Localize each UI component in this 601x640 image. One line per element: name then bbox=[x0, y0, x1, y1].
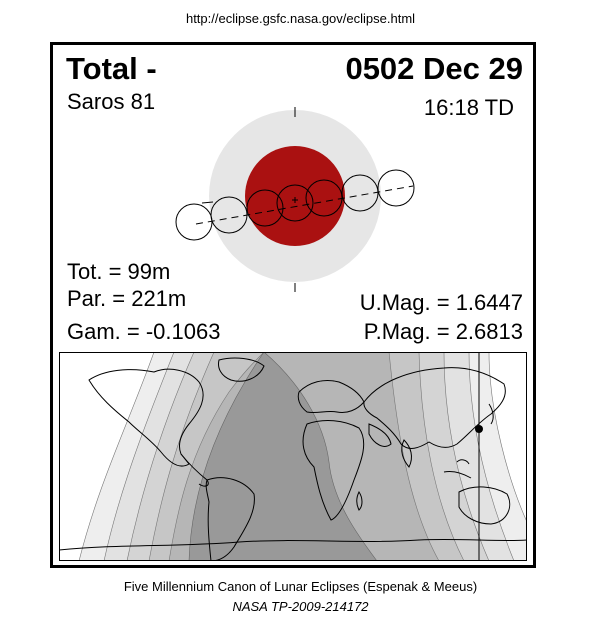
moon-position bbox=[305, 179, 343, 217]
eclipse-type: Total - bbox=[66, 51, 157, 86]
coastline-south-america bbox=[205, 477, 255, 561]
source-url[interactable]: http://eclipse.gsfc.nasa.gov/eclipse.htm… bbox=[185, 11, 416, 26]
moon-position bbox=[210, 196, 248, 234]
visibility-map bbox=[59, 352, 527, 561]
map-border bbox=[59, 352, 527, 561]
moon-position bbox=[377, 169, 415, 207]
partial-duration: Par. = 221m bbox=[67, 286, 187, 311]
totality-visibility-region bbox=[188, 352, 378, 561]
eclipse-date: 0502 Dec 29 bbox=[345, 51, 523, 86]
moon-position bbox=[175, 203, 213, 241]
coastline-greenland bbox=[218, 357, 265, 382]
eclipse-panel-frame bbox=[50, 42, 536, 568]
coastline-arabia bbox=[368, 423, 392, 447]
umbral-shadow bbox=[245, 146, 345, 246]
moon-position bbox=[276, 184, 314, 222]
penumbral-magnitude: P.Mag. = 2.6813 bbox=[363, 319, 523, 344]
tick-left bbox=[201, 201, 214, 204]
coastline-india bbox=[401, 439, 412, 468]
umbral-magnitude: U.Mag. = 1.6447 bbox=[359, 290, 523, 315]
coastline-africa bbox=[302, 420, 365, 521]
canon-caption: Five Millennium Canon of Lunar Eclipses … bbox=[123, 579, 478, 594]
nasa-reference: NASA TP-2009-214172 bbox=[232, 599, 369, 614]
coastline-europe bbox=[297, 379, 365, 414]
subsolar-point-marker bbox=[475, 425, 483, 433]
coastline-north-america bbox=[88, 368, 204, 467]
coastline-asia bbox=[363, 367, 506, 449]
moon-position bbox=[341, 174, 379, 212]
coastline-antarctica bbox=[59, 538, 527, 551]
coastline-indonesia bbox=[443, 459, 472, 479]
coastline-australia bbox=[458, 486, 511, 525]
coastline-japan bbox=[488, 403, 494, 425]
coastline-madagascar bbox=[356, 491, 363, 511]
moon-position bbox=[246, 189, 284, 227]
moon-path bbox=[195, 185, 414, 225]
gamma-value: Gam. = -0.1063 bbox=[67, 319, 221, 344]
eclipse-time: 16:18 TD bbox=[423, 95, 514, 120]
totality-duration: Tot. = 99m bbox=[67, 259, 171, 284]
saros-number: Saros 81 bbox=[67, 89, 156, 114]
